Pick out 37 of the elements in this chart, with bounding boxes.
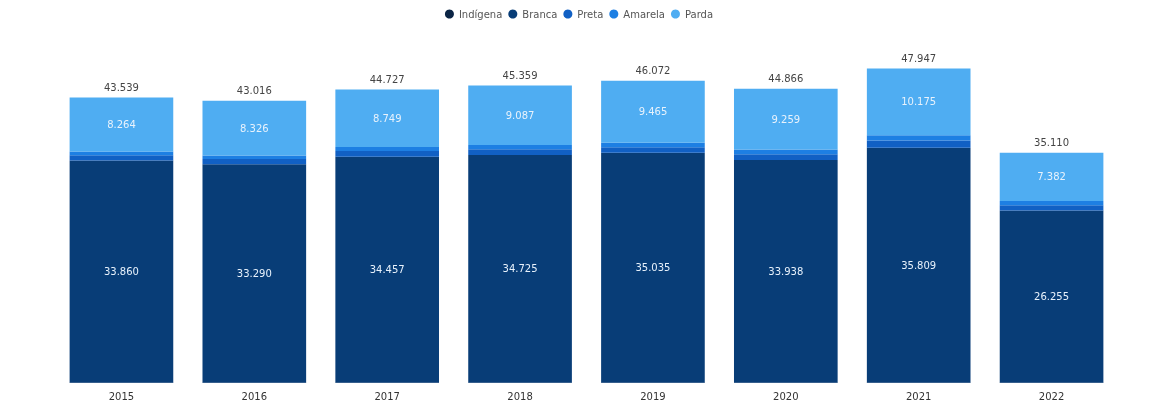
total-label: 46.072 [635,65,671,77]
legend-label: Parda [684,8,714,20]
data-label: 33.938 [768,265,804,277]
data-label: 33.290 [236,267,272,279]
data-label: 9.465 [638,106,668,118]
legend-label: Branca [522,8,558,20]
data-label: 34.725 [502,263,538,275]
legend-label: Amarela [623,8,665,20]
data-label: 26.255 [1034,291,1070,303]
data-label: 8.326 [239,122,269,134]
data-label: 8.264 [107,118,136,130]
data-label: 35.035 [635,262,671,274]
data-label: 9.087 [505,109,535,121]
x-tick-label: 2016 [241,390,268,402]
x-tick-label: 2021 [905,390,932,402]
x-tick-label: 2018 [507,390,533,402]
legend-label: Indígena [458,8,503,20]
x-tick-label: 2020 [773,390,799,402]
x-tick-label: 2017 [374,390,400,402]
legend-label: Preta [577,8,604,20]
total-label: 43.016 [236,85,272,97]
total-label: 35.110 [1034,137,1070,149]
total-label: 45.359 [502,69,538,81]
x-tick-label: 2022 [1038,390,1065,402]
data-label: 7.382 [1037,171,1066,183]
total-label: 43.539 [103,81,139,93]
x-tick-label: 2019 [640,390,666,402]
total-label: 44.727 [369,74,405,86]
total-label: 44.866 [768,73,804,85]
data-label: 34.457 [369,264,405,276]
data-label: 35.809 [901,259,937,271]
total-label: 47.947 [901,52,937,64]
data-label: 8.749 [372,112,402,124]
data-label: 10.175 [901,96,937,108]
x-tick-label: 2015 [108,390,135,402]
data-label: 9.259 [771,113,801,125]
data-label: 33.860 [103,266,139,278]
